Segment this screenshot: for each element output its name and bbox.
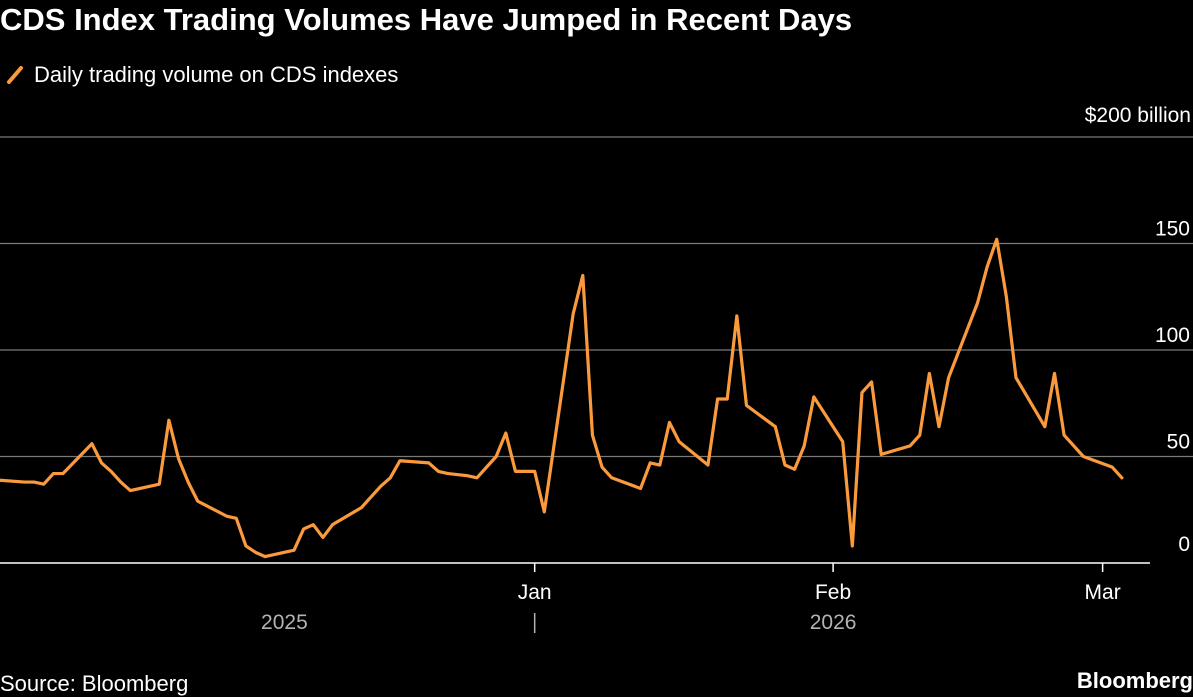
y-tick-label-100: 100 — [1155, 324, 1190, 347]
x-tick-label-feb: Feb — [815, 581, 851, 604]
bloomberg-logo: Bloomberg — [1076, 668, 1193, 693]
y-tick-label-50: 50 — [1167, 431, 1190, 454]
legend-label: Daily trading volume on CDS indexes — [34, 62, 399, 87]
legend: Daily trading volume on CDS indexes — [6, 60, 398, 90]
source-note: Source: Bloomberg — [0, 671, 189, 696]
x-tick-label-jan: Jan — [518, 581, 552, 604]
y-tick-label-150: 150 — [1155, 218, 1190, 241]
y-tick-label-0: 0 — [1178, 533, 1190, 556]
series-line-0 — [0, 237, 1124, 559]
y-tick-label-top: $200 billion — [1084, 104, 1191, 127]
x-tick-label-mar: Mar — [1085, 581, 1121, 604]
year-label-2025: 2025 — [261, 611, 308, 634]
chart-title: CDS Index Trading Volumes Have Jumped in… — [0, 2, 853, 37]
legend-line-swatch-icon — [7, 66, 23, 84]
year-label-2026: 2026 — [810, 611, 857, 634]
